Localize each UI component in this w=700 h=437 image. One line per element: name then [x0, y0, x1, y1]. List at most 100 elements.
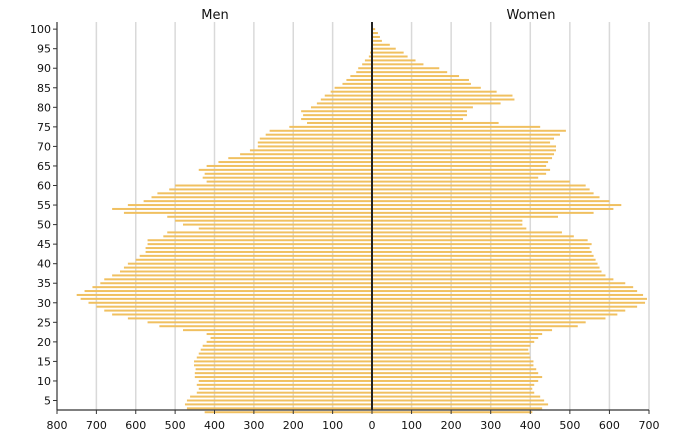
- men-bar: [198, 227, 372, 230]
- y-tick-label: 40: [37, 258, 51, 271]
- women-bar: [372, 411, 533, 414]
- women-bar: [372, 90, 497, 93]
- women-bar: [372, 153, 555, 156]
- men-bar: [112, 313, 372, 316]
- men-bar: [269, 129, 372, 132]
- men-bar: [186, 399, 372, 402]
- women-bar: [372, 293, 644, 296]
- men-bar: [127, 317, 372, 320]
- women-bar: [372, 164, 547, 167]
- x-tick-label: 500: [165, 419, 186, 432]
- women-bar: [372, 305, 638, 308]
- women-bar: [372, 290, 638, 293]
- women-bar: [372, 207, 614, 210]
- men-bar: [143, 200, 372, 203]
- men-bar: [320, 98, 372, 101]
- women-bar: [372, 391, 535, 394]
- men-bar: [184, 403, 372, 406]
- women-bar: [372, 329, 553, 332]
- women-bar: [372, 28, 376, 31]
- men-bar: [112, 274, 372, 277]
- y-tick-label: 10: [37, 375, 51, 388]
- men-bar: [139, 254, 372, 257]
- men-bar: [196, 383, 372, 386]
- men-bar: [334, 86, 372, 89]
- men-bar: [257, 145, 372, 148]
- women-bar: [372, 368, 537, 371]
- women-bar: [372, 172, 547, 175]
- men-bar: [198, 352, 372, 355]
- y-tick-label: 85: [37, 82, 51, 95]
- women-bar: [372, 161, 549, 164]
- women-bar: [372, 313, 618, 316]
- men-bar: [206, 333, 372, 336]
- women-bar: [372, 301, 646, 304]
- women-bar: [372, 297, 648, 300]
- women-bar: [372, 43, 390, 46]
- men-bar: [167, 215, 372, 218]
- men-bar: [195, 368, 372, 371]
- women-bar: [372, 176, 539, 179]
- men-bar: [96, 305, 372, 308]
- men-bar: [206, 180, 372, 183]
- y-tick-label: 15: [37, 355, 51, 368]
- women-bar: [372, 200, 610, 203]
- men-bar: [92, 286, 372, 289]
- men-bar: [301, 118, 372, 121]
- women-bar: [372, 211, 594, 214]
- men-bar: [324, 94, 372, 97]
- men-bar: [202, 344, 372, 347]
- women-bar: [372, 407, 543, 410]
- y-tick-label: 55: [37, 199, 51, 212]
- women-bar: [372, 180, 570, 183]
- women-bar: [372, 286, 634, 289]
- men-bar: [259, 137, 372, 140]
- women-bar: [372, 223, 523, 226]
- women-bar: [372, 321, 586, 324]
- x-tick-label: 400: [204, 419, 225, 432]
- men-bar: [228, 157, 372, 160]
- x-tick-label: 200: [283, 419, 304, 432]
- axes: [56, 22, 649, 411]
- x-axis-ticks: 800 700 600 500 400 300 200 100 0 100 200 300 400 500…: [47, 410, 660, 432]
- women-bars: [372, 28, 648, 414]
- women-bar: [372, 325, 578, 328]
- women-bar: [372, 262, 598, 265]
- men-bar: [127, 204, 372, 207]
- women-bar: [372, 145, 557, 148]
- men-bar: [196, 356, 372, 359]
- women-bar: [372, 106, 473, 109]
- women-bar: [372, 215, 558, 218]
- men-bar: [84, 290, 372, 293]
- women-bar: [372, 118, 464, 121]
- women-bar: [372, 383, 535, 386]
- men-bar: [104, 309, 372, 312]
- men-bar: [194, 376, 372, 379]
- men-bar: [100, 282, 372, 285]
- men-bars: [76, 43, 372, 414]
- women-bar: [372, 75, 460, 78]
- women-bar: [372, 125, 541, 128]
- men-bar: [147, 321, 372, 324]
- women-bar: [372, 282, 626, 285]
- men-bar: [175, 184, 372, 187]
- women-bar: [372, 94, 513, 97]
- men-bar: [368, 55, 372, 58]
- men-bar: [80, 297, 372, 300]
- x-tick-label: 800: [47, 419, 68, 432]
- y-tick-label: 100: [30, 23, 51, 36]
- x-tick-label: 100: [401, 419, 422, 432]
- women-bar: [372, 333, 543, 336]
- men-bar: [120, 270, 372, 273]
- women-bar: [372, 137, 555, 140]
- men-bar: [196, 391, 372, 394]
- women-bar: [372, 110, 467, 113]
- women-bar: [372, 35, 380, 38]
- women-bar: [372, 254, 594, 257]
- women-bar: [372, 102, 501, 105]
- men-bar: [301, 110, 372, 113]
- men-bar: [240, 153, 372, 156]
- women-bar: [372, 399, 545, 402]
- men-bar: [342, 82, 372, 85]
- men-bar: [249, 149, 372, 152]
